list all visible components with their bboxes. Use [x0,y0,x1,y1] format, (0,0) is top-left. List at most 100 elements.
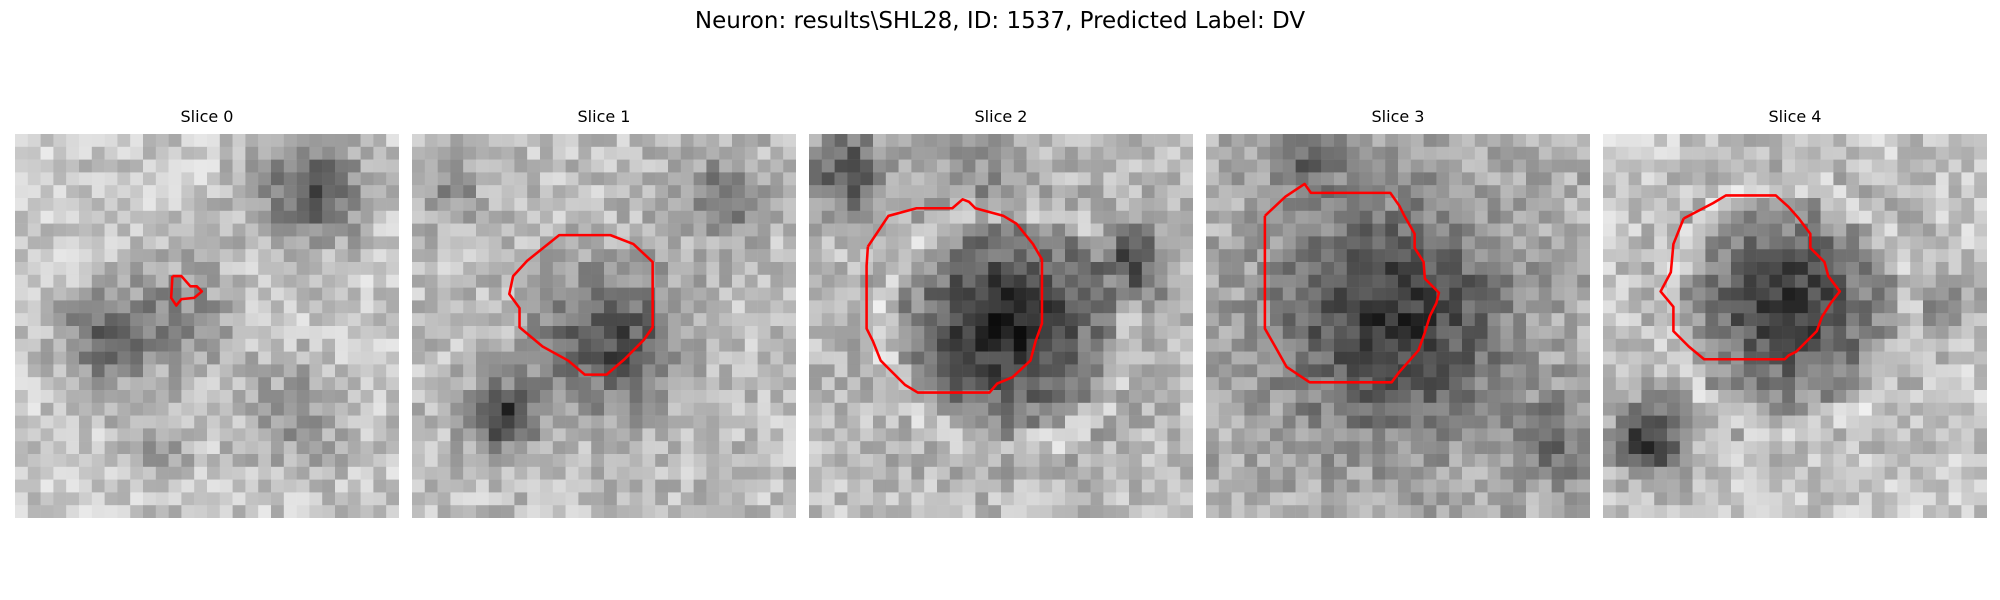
pixel [655,441,669,455]
pixel [347,249,361,263]
pixel [1449,454,1463,468]
pixel [1436,210,1450,224]
pixel [1282,198,1296,212]
pixel [527,223,541,237]
pixel [1564,223,1578,237]
pixel [1308,390,1322,404]
pixel [1641,338,1655,352]
pixel [15,172,29,186]
pixel [1346,300,1360,314]
pixel [693,338,707,352]
pixel [680,134,694,148]
pixel [1603,364,1617,378]
pixel [924,364,938,378]
pixel [616,466,630,480]
pixel [655,300,669,314]
pixel [616,377,630,391]
pixel [1090,146,1104,160]
pixel [1103,441,1117,455]
pixel [1462,466,1476,480]
pixel [1244,390,1258,404]
pixel [181,249,195,263]
pixel [194,338,208,352]
pixel [514,236,528,250]
pixel [309,262,323,276]
pixel [1052,390,1066,404]
pixel [1807,338,1821,352]
pixel [1013,415,1027,429]
pixel [181,326,195,340]
pixel [488,223,502,237]
pixel [322,146,336,160]
pixel [1308,249,1322,263]
pixel [1538,223,1552,237]
pixel [1820,287,1834,301]
pixel [1513,236,1527,250]
pixel [1513,249,1527,263]
pixel [732,351,746,365]
pixel [155,134,169,148]
pixel [1474,300,1488,314]
pixel [668,198,682,212]
pixel [1372,466,1386,480]
pixel [1718,223,1732,237]
pixel [1961,134,1975,148]
pixel [1449,441,1463,455]
pixel [1833,249,1847,263]
pixel [847,198,861,212]
pixel [1910,146,1924,160]
pixel [1231,390,1245,404]
pixel [1154,479,1168,493]
pixel [1833,441,1847,455]
pixel [232,326,246,340]
pixel [949,466,963,480]
pixel [360,492,374,506]
pixel [168,454,182,468]
pixel [629,313,643,327]
pixel [15,198,29,212]
pixel [1731,134,1745,148]
pixel [15,210,29,224]
pixel [1795,313,1809,327]
pixel [1603,338,1617,352]
pixel [1321,351,1335,365]
pixel [949,364,963,378]
pixel [706,274,720,288]
pixel [450,185,464,199]
pixel [1001,390,1015,404]
pixel [207,326,221,340]
pixel [693,146,707,160]
pixel [1013,390,1027,404]
pixel [335,236,349,250]
pixel [386,287,399,301]
pixel [591,223,605,237]
pixel [1001,262,1015,276]
pixel [386,223,399,237]
pixel [770,223,784,237]
pixel [1769,390,1783,404]
pixel [53,364,67,378]
pixel [1731,198,1745,212]
pixel [386,364,399,378]
pixel [616,402,630,416]
pixel [412,287,426,301]
pixel [1923,338,1937,352]
pixel [1359,415,1373,429]
pixel [821,326,835,340]
pixel [296,274,310,288]
pixel [117,377,131,391]
pixel [1974,274,1987,288]
pixel [258,313,272,327]
pixel [450,146,464,160]
pixel [834,415,848,429]
pixel [885,274,899,288]
pixel [1782,377,1796,391]
pixel [245,492,259,506]
pixel [1398,236,1412,250]
pixel [1167,287,1181,301]
pixel [117,313,131,327]
pixel [91,428,105,442]
pixel [834,159,848,173]
pixel [1859,313,1873,327]
pixel [1859,402,1873,416]
